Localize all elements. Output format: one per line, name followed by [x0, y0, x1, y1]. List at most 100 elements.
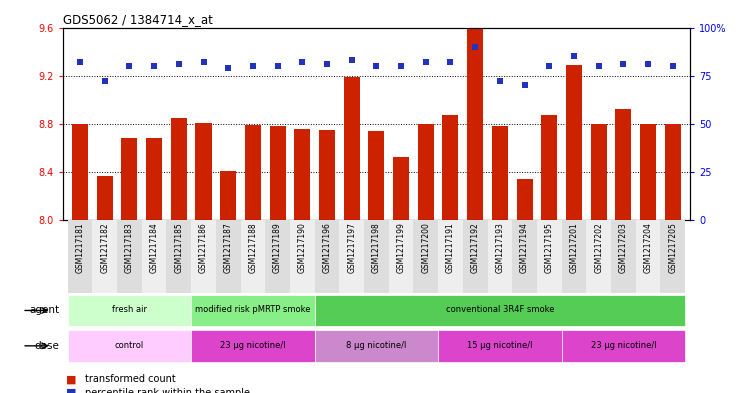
Bar: [215, 220, 241, 293]
Text: GSM1217186: GSM1217186: [199, 222, 208, 273]
Text: 23 μg nicotine/l: 23 μg nicotine/l: [590, 341, 656, 350]
Text: GDS5062 / 1384714_x_at: GDS5062 / 1384714_x_at: [63, 13, 213, 26]
Bar: [389, 220, 413, 293]
Point: [667, 63, 679, 69]
Bar: [117, 220, 142, 293]
Text: GSM1217205: GSM1217205: [668, 222, 677, 273]
Text: 23 μg nicotine/l: 23 μg nicotine/l: [220, 341, 286, 350]
Bar: [635, 220, 661, 293]
Bar: [661, 220, 685, 293]
Text: GSM1217201: GSM1217201: [570, 222, 579, 273]
Text: GSM1217182: GSM1217182: [100, 222, 109, 273]
Point: [272, 63, 283, 69]
Bar: [265, 220, 290, 293]
Text: GSM1217189: GSM1217189: [273, 222, 282, 273]
Bar: [344, 77, 359, 220]
Bar: [269, 126, 286, 220]
Text: GSM1217191: GSM1217191: [446, 222, 455, 273]
Text: modified risk pMRTP smoke: modified risk pMRTP smoke: [195, 305, 311, 314]
Bar: [537, 220, 562, 293]
Bar: [220, 171, 236, 220]
Bar: [245, 125, 261, 220]
Point: [593, 63, 604, 69]
Bar: [121, 138, 137, 220]
Text: GSM1217202: GSM1217202: [594, 222, 603, 273]
Point: [444, 59, 456, 65]
Point: [321, 61, 333, 67]
Text: GSM1217185: GSM1217185: [174, 222, 183, 273]
Bar: [68, 295, 191, 326]
Text: GSM1217184: GSM1217184: [150, 222, 159, 273]
Text: percentile rank within the sample: percentile rank within the sample: [85, 388, 250, 393]
Bar: [443, 116, 458, 220]
Text: GSM1217204: GSM1217204: [644, 222, 652, 273]
Text: GSM1217203: GSM1217203: [619, 222, 628, 273]
Text: agent: agent: [29, 305, 59, 316]
Point: [543, 63, 555, 69]
Bar: [142, 220, 167, 293]
Point: [247, 63, 259, 69]
Bar: [467, 29, 483, 220]
Point: [173, 61, 184, 67]
Bar: [191, 330, 314, 362]
Point: [123, 63, 135, 69]
Bar: [314, 330, 438, 362]
Bar: [92, 220, 117, 293]
Point: [519, 82, 531, 88]
Text: GSM1217200: GSM1217200: [421, 222, 430, 273]
Point: [568, 53, 580, 59]
Text: GSM1217194: GSM1217194: [520, 222, 529, 273]
Bar: [68, 330, 191, 362]
Point: [469, 44, 481, 50]
Bar: [562, 330, 685, 362]
Bar: [566, 65, 582, 220]
Point: [642, 61, 654, 67]
Point: [420, 59, 432, 65]
Bar: [294, 129, 310, 220]
Point: [370, 63, 382, 69]
Bar: [615, 109, 632, 220]
Text: GSM1217192: GSM1217192: [471, 222, 480, 273]
Text: ■: ■: [66, 374, 77, 384]
Bar: [438, 330, 562, 362]
Bar: [319, 130, 335, 220]
Bar: [170, 118, 187, 220]
Bar: [517, 179, 533, 220]
Point: [198, 59, 210, 65]
Bar: [438, 220, 463, 293]
Text: control: control: [115, 341, 144, 350]
Bar: [463, 220, 488, 293]
Text: GSM1217188: GSM1217188: [249, 222, 258, 273]
Bar: [146, 138, 162, 220]
Text: GSM1217181: GSM1217181: [75, 222, 85, 273]
Text: GSM1217199: GSM1217199: [396, 222, 406, 273]
Text: transformed count: transformed count: [85, 374, 176, 384]
Point: [395, 63, 407, 69]
Text: GSM1217190: GSM1217190: [298, 222, 307, 273]
Text: GSM1217197: GSM1217197: [347, 222, 356, 273]
Bar: [590, 124, 607, 220]
Text: conventional 3R4F smoke: conventional 3R4F smoke: [446, 305, 554, 314]
Text: ■: ■: [66, 388, 77, 393]
Bar: [586, 220, 611, 293]
Bar: [488, 220, 512, 293]
Bar: [191, 295, 314, 326]
Bar: [68, 220, 92, 293]
Bar: [611, 220, 635, 293]
Point: [618, 61, 630, 67]
Bar: [72, 124, 88, 220]
Text: GSM1217196: GSM1217196: [323, 222, 331, 273]
Bar: [364, 220, 389, 293]
Text: dose: dose: [34, 341, 59, 351]
Bar: [640, 124, 656, 220]
Bar: [413, 220, 438, 293]
Bar: [512, 220, 537, 293]
Point: [346, 57, 358, 63]
Point: [74, 59, 86, 65]
Bar: [418, 124, 434, 220]
Point: [297, 59, 308, 65]
Bar: [339, 220, 364, 293]
Bar: [241, 220, 265, 293]
Bar: [167, 220, 191, 293]
Bar: [314, 295, 685, 326]
